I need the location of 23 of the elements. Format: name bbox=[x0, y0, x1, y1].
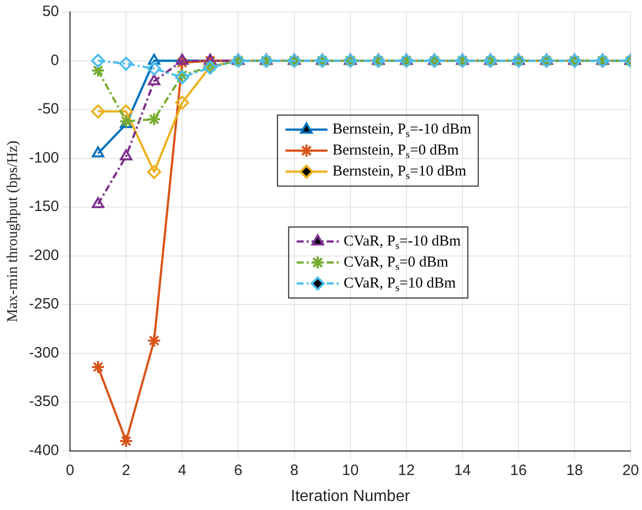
y-tick-label: 0 bbox=[50, 52, 60, 69]
x-tick-label: 2 bbox=[122, 462, 130, 479]
y-tick-label: -50 bbox=[37, 100, 60, 118]
x-tick-label: 6 bbox=[234, 462, 242, 479]
x-tick-label: 8 bbox=[290, 462, 298, 479]
x-tick-label: 16 bbox=[510, 462, 527, 479]
x-tick-label: 18 bbox=[566, 462, 583, 479]
x-tick-label: 12 bbox=[398, 462, 415, 479]
y-axis-title: Max-min throughput (bps/Hz) bbox=[4, 140, 21, 322]
x-axis-title: Iteration Number bbox=[290, 488, 411, 505]
y-tick-label: -250 bbox=[28, 296, 60, 313]
x-tick-label: 14 bbox=[454, 462, 471, 479]
y-tick-label: 50 bbox=[42, 3, 60, 20]
x-tick-label: 0 bbox=[66, 462, 74, 479]
x-tick-label: 4 bbox=[178, 462, 186, 479]
y-tick-label: -150 bbox=[28, 198, 60, 216]
y-tick-label: -400 bbox=[28, 442, 60, 459]
y-tick-label: -200 bbox=[28, 246, 60, 264]
y-tick-label: -300 bbox=[28, 344, 60, 362]
y-tick-label: -100 bbox=[28, 149, 60, 166]
y-tick-label: -350 bbox=[28, 393, 60, 410]
x-tick-label: 20 bbox=[622, 462, 639, 479]
x-tick-label: 10 bbox=[342, 462, 359, 479]
